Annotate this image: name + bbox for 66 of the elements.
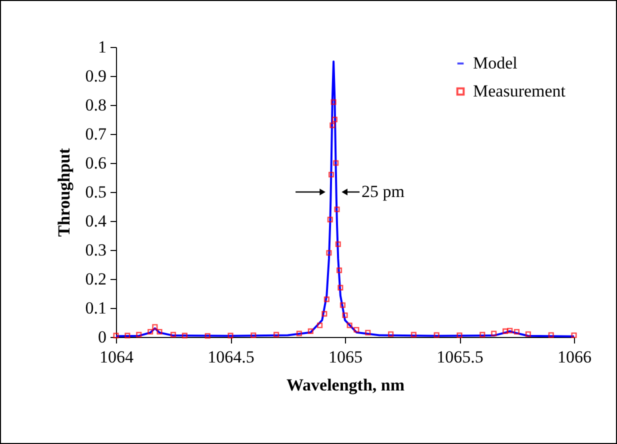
point <box>330 99 336 105</box>
x-axis-title: Wavelength, nm <box>286 376 405 394</box>
x-tick-label: 1065.5 <box>436 348 484 366</box>
point <box>170 332 176 338</box>
y-tick-label: 0.5 <box>85 182 106 202</box>
point <box>327 216 333 222</box>
y-tick-label: 0 <box>98 328 106 346</box>
point <box>308 328 314 334</box>
point <box>296 330 302 336</box>
point <box>354 326 360 333</box>
point <box>333 160 339 166</box>
y-tick-label: 0.9 <box>85 66 106 86</box>
point <box>332 116 338 122</box>
point <box>152 324 158 330</box>
point <box>480 332 486 338</box>
point <box>434 332 440 338</box>
y-tick-label: 0.8 <box>85 96 106 114</box>
point <box>335 241 341 247</box>
point <box>571 332 577 338</box>
point <box>156 329 162 335</box>
point <box>525 331 531 337</box>
point <box>507 328 513 334</box>
point <box>317 322 323 328</box>
point <box>491 330 497 336</box>
x-tick-label: 1064 <box>100 348 134 366</box>
point <box>274 332 280 338</box>
point <box>330 122 336 128</box>
point <box>322 311 328 317</box>
point <box>340 302 346 308</box>
y-tick-label: 0.3 <box>85 240 106 260</box>
y-tick-label: 0.4 <box>85 212 107 230</box>
x-tick-label: 1064.5 <box>208 348 254 366</box>
y-tick-label: 0.2 <box>85 270 106 288</box>
y-tick-label: 1 <box>98 38 106 56</box>
legend-label: Model <box>473 54 518 72</box>
point <box>326 250 332 256</box>
y-axis-title: Throughput <box>54 148 74 237</box>
point <box>136 332 142 338</box>
point <box>548 332 554 338</box>
point <box>514 329 520 335</box>
point <box>113 332 119 338</box>
point <box>338 284 344 290</box>
y-tick-label: 0.1 <box>85 298 106 318</box>
point <box>204 333 210 339</box>
point <box>250 332 256 338</box>
point <box>334 206 340 212</box>
point <box>388 331 394 337</box>
legend-label: Measurement <box>473 82 566 100</box>
point <box>456 332 462 338</box>
point <box>336 268 342 274</box>
point <box>148 329 154 335</box>
point <box>324 296 330 302</box>
point <box>365 330 371 336</box>
point <box>342 312 348 318</box>
annotation: 25 pm <box>362 182 405 201</box>
point <box>328 172 334 178</box>
point <box>228 332 234 338</box>
point <box>410 332 416 338</box>
point <box>346 322 352 328</box>
x-tick-label: 1066 <box>558 348 592 366</box>
point <box>182 332 188 338</box>
y-tick-label: 0.7 <box>85 124 107 144</box>
y-tick-label: 0.6 <box>85 154 106 172</box>
x-tick-label: 1065 <box>328 348 362 366</box>
point <box>124 332 130 338</box>
point <box>502 328 508 334</box>
